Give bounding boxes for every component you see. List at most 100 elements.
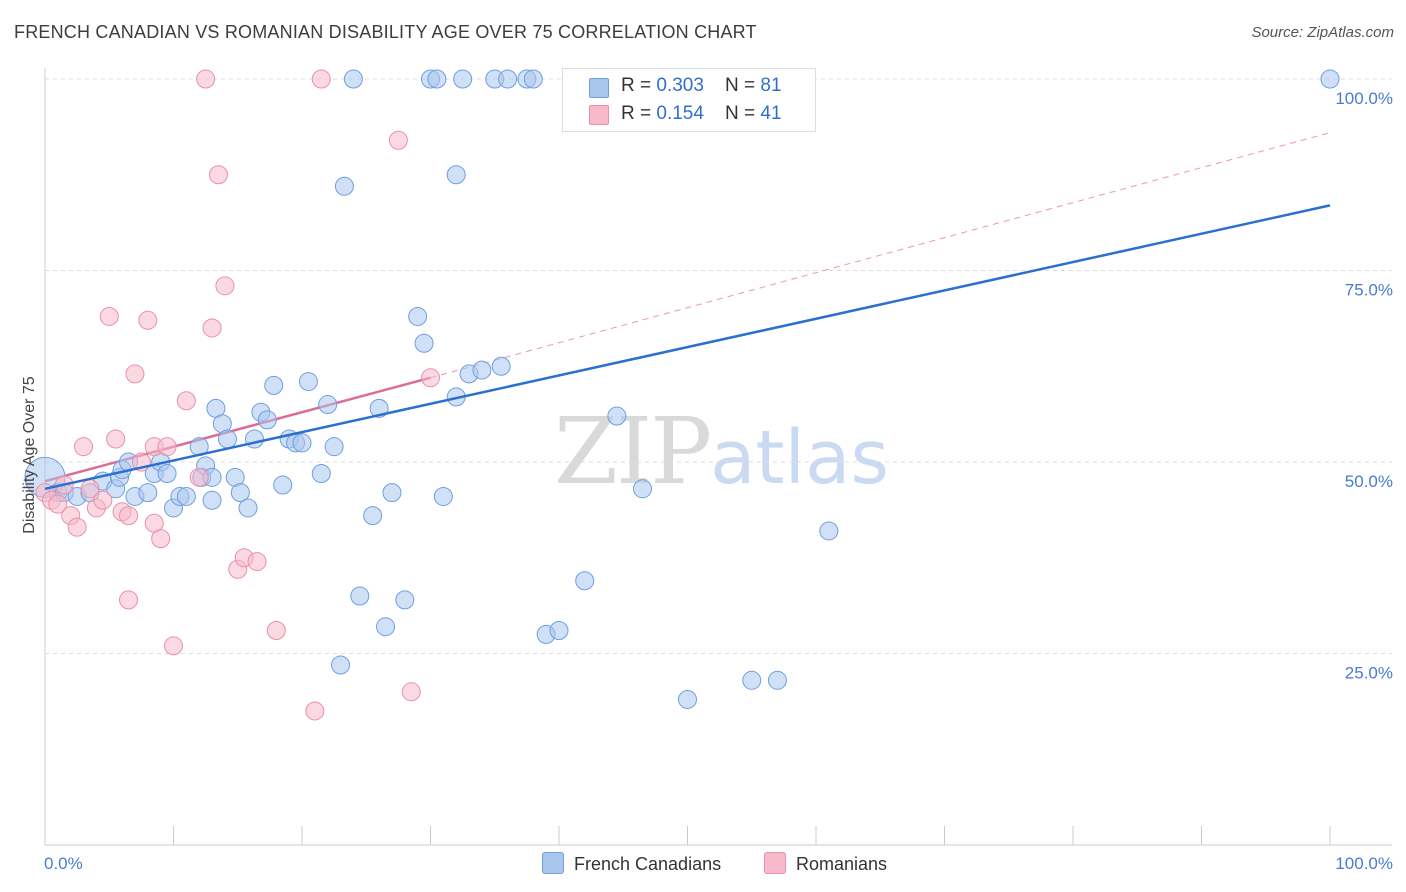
stats-legend: R = 0.303 N = 81 R = 0.154 N = 41 [562,68,816,132]
watermark: ZIPatlas [554,398,889,505]
point-french-canadians [264,375,284,395]
point-romanians [189,467,209,487]
point-french-canadians [244,429,264,449]
point-french-canadians [138,483,158,503]
point-romanians [421,368,440,388]
r-value: 0.154 [656,103,704,124]
point-french-canadians [1320,69,1340,89]
point-french-canadians [311,463,331,483]
point-french-canadians [446,165,466,185]
y-tick-label: 50.0% [1345,472,1393,491]
legend-item-romanians[interactable]: Romanians [764,852,887,875]
point-french-canadians [382,483,402,503]
trend-line-romanians [44,376,431,483]
point-french-canadians [523,69,543,89]
legend-swatch-pink [589,105,609,125]
point-french-canadians [273,475,293,495]
point-romanians [74,437,94,457]
point-romanians [48,494,68,514]
point-french-canadians [217,429,237,449]
point-french-canadians [331,655,351,675]
n-label: N = [725,103,761,124]
point-romanians [93,490,113,510]
point-romanians [247,552,267,572]
point-romanians [67,517,87,537]
point-romanians [106,429,126,449]
r-label: R = [621,75,657,96]
data-points [24,69,1340,721]
point-romanians [208,165,228,185]
r-label: R = [621,103,657,124]
point-romanians [388,130,408,150]
point-romanians [215,276,235,296]
point-romanians [125,364,145,384]
point-romanians [164,636,183,656]
point-french-canadians [742,670,762,690]
point-romanians [305,701,325,721]
source-label: Source: ZipAtlas.com [1251,24,1394,41]
y-tick-label: 75.0% [1345,281,1393,300]
legend-row-blue: R = 0.303 N = 81 [621,75,782,97]
point-french-canadians [176,486,196,506]
point-french-canadians [257,410,277,430]
n-value: 81 [760,75,782,96]
watermark-zip: ZIP [554,398,712,505]
x-tick-label: 100.0% [1335,854,1393,873]
point-french-canadians [376,617,396,637]
point-french-canadians [408,306,428,326]
legend-swatch-blue [542,852,564,874]
point-french-canadians [678,689,697,709]
point-romanians [99,306,119,326]
trend-lines-romanians [44,132,1331,483]
point-french-canadians [498,69,518,89]
point-french-canadians [819,521,839,541]
point-french-canadians [318,395,338,415]
point-french-canadians [292,433,312,453]
point-romanians [401,682,421,702]
legend-label: French Canadians [574,854,722,874]
point-french-canadians [472,360,492,380]
point-french-canadians [433,486,453,506]
point-romanians [266,621,286,641]
point-french-canadians [334,176,354,196]
point-french-canadians [324,437,344,457]
legend-swatch-blue [589,78,609,98]
legend-row-pink: R = 0.154 N = 41 [621,103,782,125]
point-romanians [151,529,171,549]
point-romanians [311,69,331,89]
point-french-canadians [230,483,250,503]
y-tick-label: 100.0% [1335,89,1393,108]
y-tick-label: 25.0% [1345,664,1393,683]
n-value: 41 [760,103,782,124]
point-romanians [196,69,216,89]
point-french-canadians [414,333,434,353]
point-french-canadians [202,490,222,510]
point-romanians [202,318,222,338]
legend-swatch-pink [764,852,786,874]
point-french-canadians [767,670,787,690]
y-axis-title: Disability Age Over 75 [21,376,38,534]
legend-item-french-canadians[interactable]: French Canadians [542,852,721,875]
point-french-canadians [491,356,511,376]
point-french-canadians [549,621,569,641]
point-french-canadians [298,372,318,392]
point-romanians [157,437,177,457]
trend-extension-romanians [430,132,1331,379]
trend-line-french-canadians [44,204,1331,491]
tick-labels: 25.0% 50.0% 75.0% 100.0% 0.0% 100.0% [44,89,1393,873]
point-romanians [176,391,196,411]
point-french-canadians [363,506,383,526]
axes [44,68,1392,846]
trend-lines-french-canadians [44,204,1331,491]
point-french-canadians [343,69,363,89]
x-tick-label: 0.0% [44,854,83,873]
point-french-canadians [157,463,177,483]
point-french-canadians [238,498,258,518]
point-french-canadians [350,586,370,606]
n-label: N = [725,75,761,96]
point-french-canadians [427,69,447,89]
r-value: 0.303 [656,75,704,96]
chart-title: FRENCH CANADIAN VS ROMANIAN DISABILITY A… [14,22,757,42]
watermark-atlas: atlas [710,415,889,501]
